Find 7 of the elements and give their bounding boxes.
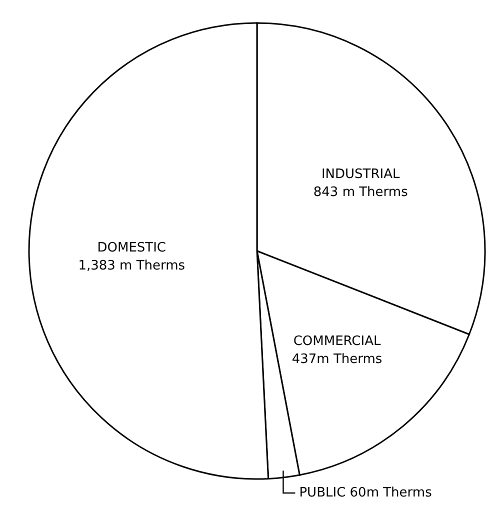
data-label: 843 m Therms — [313, 184, 408, 200]
data-label: 1,383 m Therms — [78, 258, 186, 274]
slice-label: PUBLIC 60m Therms — [299, 486, 432, 500]
slice-label: COMMERCIAL — [293, 334, 382, 349]
slice-label: DOMESTIC — [97, 240, 166, 256]
slice-label: INDUSTRIAL — [321, 166, 401, 182]
data-label: 437m Therms — [292, 352, 382, 368]
